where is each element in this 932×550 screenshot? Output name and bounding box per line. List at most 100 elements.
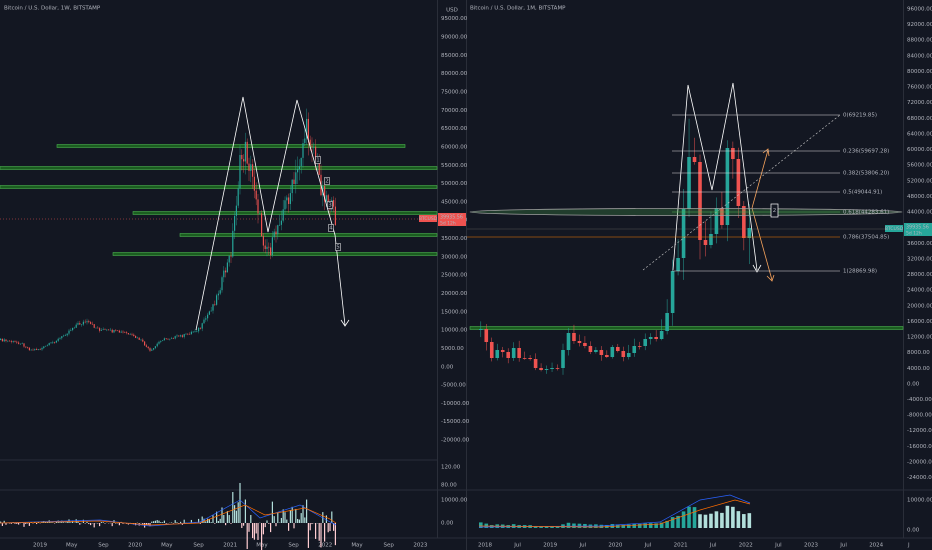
candle [122,331,124,333]
candle [142,339,144,342]
macd-bar [77,521,79,523]
candle [280,220,282,225]
candle [99,328,101,331]
macd-bar [16,523,18,524]
marker-box [328,224,334,232]
macd-bar [681,511,686,528]
price-axis-label: -10000.00 [441,401,470,407]
candle [270,247,272,256]
candle [315,146,317,160]
macd-bar [97,523,99,524]
macd-bar [325,515,327,523]
macd-bar [201,516,203,523]
price-axis-label: 64000.00 [907,131,932,137]
macd-bar [293,523,295,529]
macd-bar [253,523,255,540]
candle [522,358,527,359]
candle [252,164,254,177]
candle [703,240,708,245]
candle [118,330,120,333]
macd-bar [100,522,102,523]
candle [500,350,505,352]
macd-bar [163,520,165,523]
candle [131,334,133,335]
macd-bar [309,523,311,531]
candle [298,166,300,169]
marker-box [315,156,321,164]
time-axis-label: 2022 [739,543,753,549]
macd-bar [241,523,243,529]
time-axis-label: 2021 [223,543,237,549]
macd-bar [286,519,288,523]
macd-bar [104,523,106,524]
marker-box [770,203,779,218]
candle [190,331,192,335]
arrow-head [340,319,350,327]
time-axis-label: Jul [709,543,717,549]
macd-bar [165,523,167,524]
candle [95,327,97,329]
candle [189,333,191,335]
macd-bar [9,523,11,524]
candle [111,329,113,333]
price-axis-label: 72000.00 [907,100,932,106]
candle [3,339,5,342]
candle [1,338,3,342]
candle [113,330,115,333]
macd-bar [37,522,39,523]
price-axis-label: 75000.00 [441,89,468,95]
candle [91,323,93,325]
support-zone [469,326,904,330]
time-axis-label: 2024 [869,543,883,549]
candle [216,295,218,305]
candle [300,157,302,167]
candle [327,195,329,203]
candle [68,330,70,334]
candle [54,342,56,343]
macd-bar [257,523,259,540]
marker-label: 3 [328,203,332,209]
macd-bar [291,506,293,523]
candle [539,368,543,370]
candle [138,337,140,340]
price-axis-label: -20000.00 [907,459,932,465]
macd-bar [198,518,200,523]
support-zone [179,233,438,237]
fib-label: 0.382(53806.20) [843,171,889,177]
marker-box [327,201,333,209]
time-axis-label: Jul [774,543,782,549]
macd-bar [118,523,120,526]
candle [311,145,313,147]
candle [127,333,129,335]
macd-bar [199,523,201,524]
macd-bar [273,516,275,523]
macd-bar [235,510,237,523]
marker-label: 1 [316,158,320,164]
macd-line [478,494,751,528]
candle [239,155,241,189]
macd-bar [217,520,219,523]
candle [18,342,20,344]
indicator-axis-label: 120.00 [441,465,461,471]
chart-title: Bitcoin / U.S. Dollar, 1W, BITSTAMP [4,6,101,12]
macd-bar [212,515,214,523]
candle [225,270,227,273]
price-axis-label: 12000.00 [907,335,932,341]
marker-label: 2 [325,179,329,185]
candle [577,341,582,343]
macd-bar [183,519,185,523]
price-axis-label: 0.00 [907,381,920,387]
macd-bar [232,492,234,523]
macd-bar [327,523,329,533]
candle [207,314,209,319]
candle [284,200,286,210]
macd-bar [216,511,218,523]
candle [147,346,149,349]
macd-bar [324,523,326,542]
candle [681,209,686,258]
candle [41,348,43,350]
macd-bar [149,523,151,527]
candle [736,159,741,206]
candle [144,341,146,346]
price-axis-label: 44000.00 [907,210,932,216]
